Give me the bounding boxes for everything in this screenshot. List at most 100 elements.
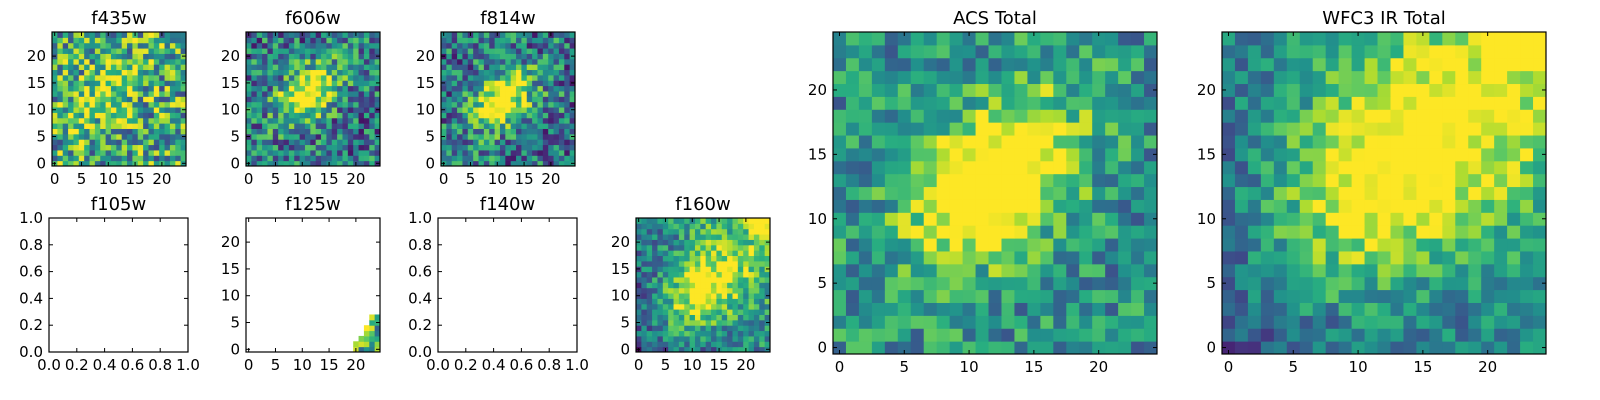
pixel-cell (105, 69, 112, 76)
pixel-cell (1105, 186, 1119, 200)
pixel-cell (743, 276, 750, 283)
pixel-cell (1066, 276, 1080, 291)
pixel-cell (78, 123, 85, 129)
pixel-cell (89, 101, 96, 108)
pixel-cell (988, 57, 1002, 72)
pixel-cell (759, 298, 766, 305)
pixel-cell (256, 155, 263, 162)
pixel-cell (73, 64, 80, 71)
pixel-cell (278, 107, 285, 113)
pixel-cell (256, 128, 263, 135)
pixel-cell (1234, 70, 1249, 85)
pixel-cell (363, 335, 370, 342)
pixel-cell (962, 173, 977, 188)
pixel-cell (1222, 70, 1236, 85)
pixel-cell (137, 112, 144, 119)
pixel-cell (949, 147, 964, 162)
pixel-cell (1403, 96, 1417, 110)
pixel-cell (1286, 289, 1301, 303)
pixel-cell (374, 101, 381, 108)
pixel-cell (62, 90, 69, 97)
pixel-cell (732, 250, 739, 257)
pixel-cell (246, 42, 252, 49)
pixel-cell (251, 85, 258, 92)
pixel-cell (169, 69, 176, 76)
pixel-cell (1390, 328, 1404, 342)
pixel-cell (467, 74, 474, 81)
pixel-cell (1260, 173, 1275, 188)
pixel-cell (94, 155, 101, 162)
pixel-cell (451, 80, 458, 87)
pixel-cell (457, 37, 463, 44)
pixel-cell (1416, 302, 1430, 316)
pixel-cell (910, 83, 925, 97)
pixel-cell (132, 149, 139, 156)
pixel-cell (363, 128, 370, 135)
pixel-cell (62, 101, 69, 108)
pixel-cell (57, 128, 64, 135)
pixel-cell (1273, 186, 1288, 200)
pixel-cell (988, 96, 1002, 110)
pixel-cell (553, 53, 560, 60)
pixel-cell (1286, 250, 1301, 265)
pixel-cell (84, 128, 91, 135)
pixel-cell (148, 69, 155, 76)
x-tick-label: 1.0 (176, 356, 200, 374)
pixel-cell (310, 155, 317, 162)
pixel-cell (1533, 44, 1547, 59)
pixel-cell (732, 228, 739, 235)
pixel-cell (483, 74, 490, 81)
pixel-cell (1455, 32, 1469, 46)
pixel-cell (1299, 276, 1314, 291)
pixel-cell (949, 263, 964, 278)
pixel-cell (910, 147, 925, 162)
pixel-cell (673, 266, 680, 273)
pixel-cell (526, 48, 533, 54)
pixel-cell (1403, 315, 1417, 329)
pixel-cell (833, 289, 847, 303)
pixel-cell (299, 90, 306, 97)
pixel-cell (641, 255, 648, 262)
pixel-cell (105, 139, 112, 146)
pixel-cell (1416, 289, 1430, 303)
pixel-cell (737, 346, 744, 353)
pixel-cell (521, 58, 528, 65)
pixel-cell (657, 266, 664, 273)
pixel-cell (116, 128, 123, 135)
pixel-cell (1131, 96, 1145, 110)
pixel-cell (759, 314, 766, 321)
pixel-cell (462, 101, 469, 108)
pixel-cell (283, 74, 290, 81)
pixel-cell (558, 32, 565, 38)
pixel-cell (1092, 276, 1106, 291)
pixel-cell (668, 298, 675, 305)
pixel-cell (678, 271, 685, 278)
pixel-cell (662, 255, 669, 262)
pixel-cell (175, 64, 182, 71)
pixel-cell (1040, 212, 1054, 226)
pixel-cell (353, 149, 360, 156)
pixel-cell (716, 228, 723, 235)
pixel-cell (732, 282, 739, 289)
pixel-cell (105, 112, 112, 119)
pixel-cell (175, 85, 182, 92)
pixel-cell (700, 341, 707, 348)
pixel-cell (159, 128, 166, 135)
pixel-cell (299, 139, 306, 146)
pixel-cell (121, 48, 128, 54)
pixel-cell (1273, 122, 1288, 136)
pixel-cell (256, 80, 263, 87)
pixel-cell (143, 128, 149, 135)
pixel-cell (68, 96, 74, 103)
pixel-cell (716, 255, 723, 262)
pixel-cell (897, 147, 912, 162)
pixel-cell (1494, 70, 1508, 85)
pixel-cell (1014, 186, 1028, 200)
pixel-cell (721, 228, 728, 235)
pixel-cell (467, 107, 474, 113)
pixel-cell (489, 149, 496, 156)
pixel-cell (1260, 263, 1275, 278)
pixel-cell (288, 107, 295, 113)
pixel-cell (73, 107, 80, 113)
